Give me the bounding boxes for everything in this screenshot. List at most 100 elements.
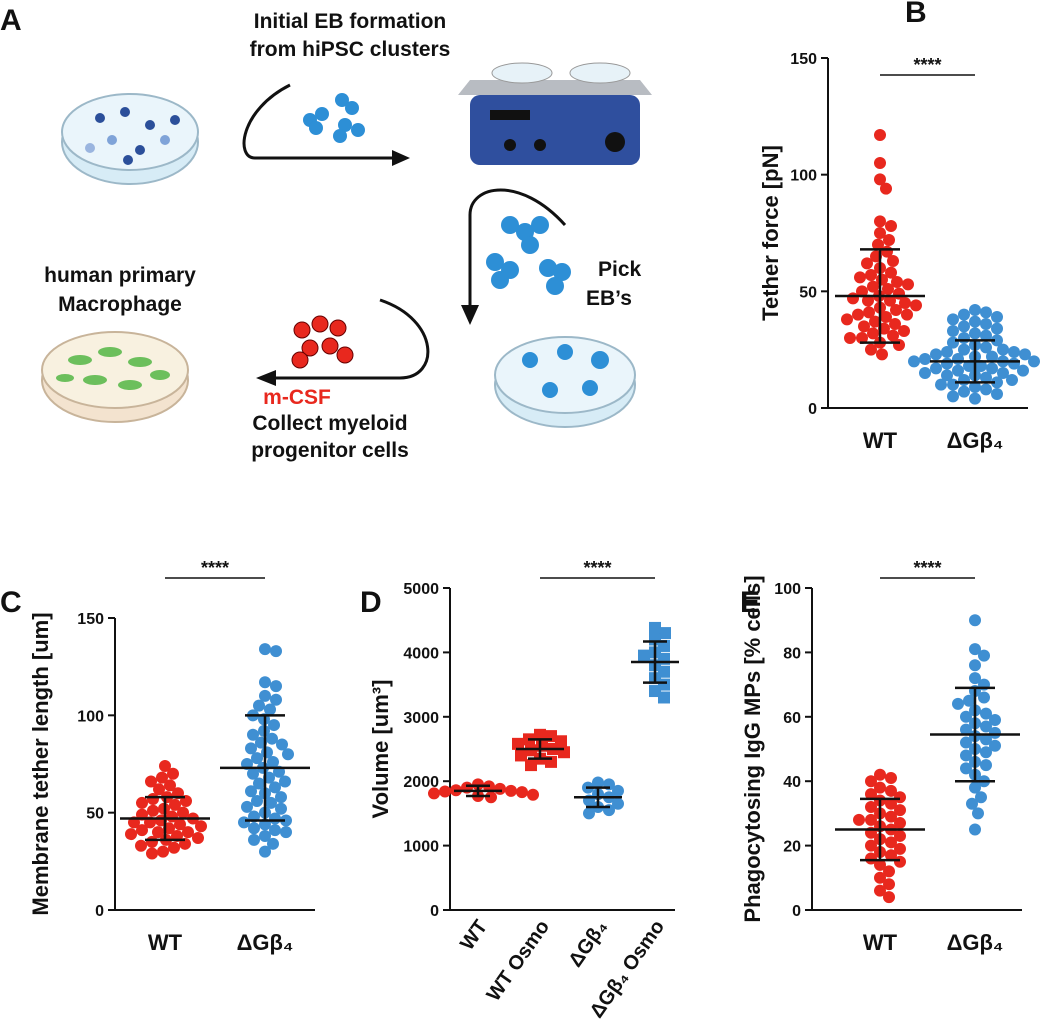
significance-label: **** (583, 558, 611, 578)
data-point (975, 360, 987, 372)
data-point (947, 325, 959, 337)
data-point (880, 182, 892, 195)
data-point (268, 719, 280, 732)
x-tick-label: WT Osmo (483, 916, 555, 1005)
step-text: EB’s (586, 287, 632, 310)
data-point (969, 659, 981, 672)
data-point (991, 322, 1003, 335)
data-point (267, 756, 279, 769)
arrow (468, 188, 567, 310)
data-point (952, 353, 964, 365)
data-point (270, 645, 282, 658)
data-point (991, 311, 1003, 323)
data-point (869, 315, 881, 328)
data-point (280, 814, 292, 827)
data-point (267, 837, 279, 850)
data-point (146, 847, 158, 860)
dish (569, 62, 631, 84)
data-point (890, 304, 902, 316)
data-point (930, 348, 942, 361)
data-point (902, 278, 914, 291)
data-point (157, 845, 169, 858)
data-point (963, 694, 975, 707)
y-tick-label: 4000 (403, 645, 439, 662)
data-point (612, 797, 624, 810)
data-point (147, 804, 159, 817)
x-tick-label: ΔGβ₄ (947, 930, 1004, 955)
data-point (525, 759, 537, 772)
data-point (516, 786, 528, 799)
panel-letter: C (0, 586, 22, 619)
data-point (270, 693, 282, 706)
data-point (874, 157, 886, 169)
data-point (874, 871, 886, 884)
stirrer-top (458, 80, 652, 95)
data-point (958, 385, 970, 398)
data-point (960, 710, 972, 723)
data-point (885, 849, 897, 862)
dish (41, 331, 189, 409)
panel-letter: E (740, 586, 760, 619)
data-point (259, 676, 271, 689)
data-point (275, 791, 287, 804)
data-point (880, 311, 892, 323)
data-point (241, 800, 253, 813)
data-point (898, 325, 910, 337)
data-point (505, 784, 517, 797)
data-point (861, 257, 873, 270)
data-point (515, 749, 527, 762)
data-point (865, 813, 877, 826)
macrophages (56, 347, 170, 390)
data-point (947, 313, 959, 326)
y-axis-label: Volume [um³] (368, 680, 393, 819)
cells (85, 107, 180, 165)
data-point (899, 297, 911, 309)
data-point (876, 348, 888, 361)
step-text: human primary (44, 264, 196, 287)
knob (534, 139, 546, 151)
y-tick-label: 0 (430, 903, 439, 920)
data-point (958, 320, 970, 333)
y-tick-label: 3000 (403, 710, 439, 727)
data-point (253, 699, 265, 712)
data-point (885, 220, 897, 232)
data-point (969, 643, 981, 656)
data-point (963, 360, 975, 372)
data-point (152, 826, 164, 839)
data-point (863, 306, 875, 319)
data-point (894, 829, 906, 842)
data-point (856, 285, 868, 298)
data-point (527, 788, 539, 801)
knob (605, 132, 625, 152)
data-point (901, 308, 913, 321)
data-point (259, 845, 271, 858)
panel-letter: D (360, 586, 382, 619)
data-point (136, 796, 148, 809)
data-point (1008, 346, 1020, 358)
panel-letter: A (0, 4, 22, 37)
data-point (991, 388, 1003, 400)
data-point (980, 329, 992, 342)
data-point (248, 822, 260, 835)
data-point (966, 797, 978, 810)
data-point (960, 749, 972, 762)
data-point (270, 680, 282, 693)
y-tick-label: 20 (783, 839, 801, 856)
data-point (174, 818, 186, 831)
data-point (989, 726, 1001, 739)
data-point (874, 781, 886, 794)
data-point (980, 707, 992, 720)
data-point (874, 227, 886, 239)
data-point (125, 828, 137, 841)
y-tick-label: 60 (783, 710, 801, 727)
data-point (276, 738, 288, 751)
x-tick-label: ΔGβ₄ (947, 428, 1004, 453)
arrow (242, 83, 400, 160)
data-point (269, 781, 281, 794)
data-point (894, 817, 906, 830)
data-point (986, 350, 998, 363)
data-point (266, 732, 278, 745)
data-point (865, 852, 877, 865)
data-point (989, 714, 1001, 727)
